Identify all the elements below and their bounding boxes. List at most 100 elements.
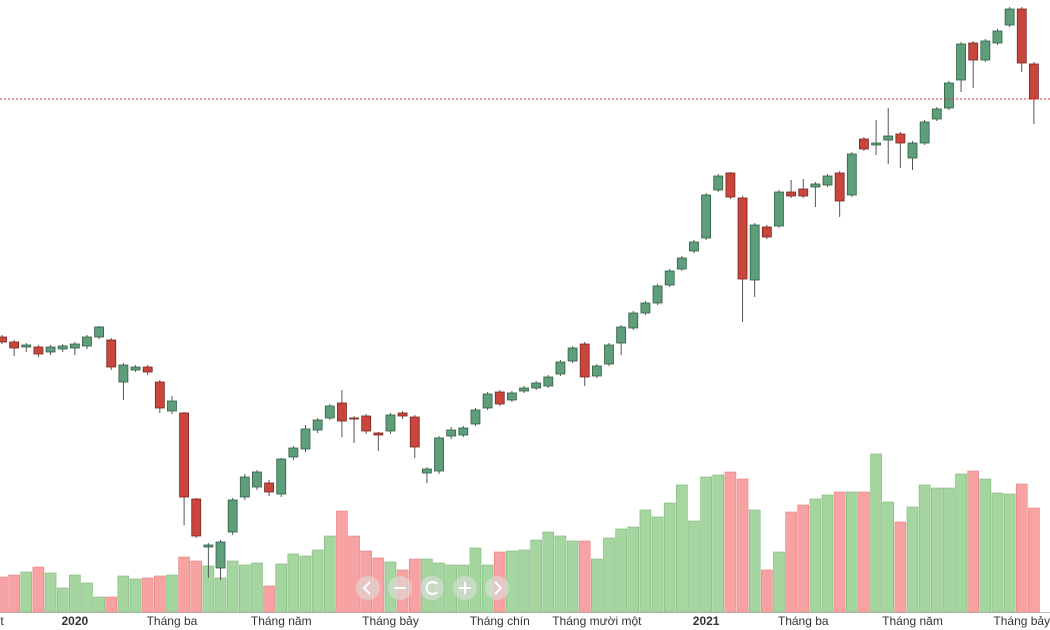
volume-bar [190, 560, 203, 613]
candle-body [531, 382, 542, 389]
candle-body [409, 416, 420, 448]
volume-bar [676, 484, 688, 613]
volume-bar [1003, 493, 1016, 613]
candle-body [506, 392, 517, 401]
candle-body [397, 412, 408, 417]
candle-body [798, 188, 809, 197]
volume-bar [0, 576, 8, 613]
volume-bar [69, 574, 81, 613]
volume-bar [323, 535, 336, 613]
volume-bar [748, 509, 761, 613]
candle-body [458, 427, 469, 436]
volume-bar [603, 537, 615, 613]
volume-bar [178, 556, 190, 613]
candle-body [1029, 63, 1039, 100]
x-tick-label: 2021 [693, 614, 720, 628]
volume-bar [724, 471, 737, 613]
candle-body [288, 447, 299, 458]
volume-bar [566, 540, 579, 613]
navigation [356, 576, 509, 600]
candle-body [0, 336, 7, 343]
candle-body [9, 341, 20, 349]
candle-body [604, 344, 614, 365]
volume-bar [809, 498, 822, 613]
candle-body [774, 191, 784, 227]
zoom-in-button[interactable] [453, 576, 477, 600]
candle-body [567, 347, 578, 362]
candle-body [628, 312, 639, 329]
candle-body [154, 381, 165, 409]
candle-body [786, 191, 796, 197]
volume-bar [906, 506, 919, 613]
candle-body [664, 270, 675, 286]
volume-bar [821, 494, 834, 613]
reset-button[interactable] [420, 576, 444, 600]
candle-body [749, 224, 760, 281]
candle-body [640, 302, 651, 314]
volume-bar [894, 521, 907, 613]
candle-body [167, 400, 177, 412]
candle-body [252, 471, 262, 488]
candle-body [118, 364, 129, 383]
x-tick-label: Tháng ba [147, 614, 198, 628]
volume-bar [506, 550, 518, 613]
volume-bar [858, 491, 870, 613]
candle-body [482, 393, 493, 409]
candle-body [579, 343, 590, 378]
candle-body [142, 366, 153, 373]
volume-bar [263, 585, 275, 613]
candle-body [859, 138, 869, 150]
volume-bar [8, 574, 20, 613]
scroll-right-button[interactable] [485, 576, 509, 600]
volume-bar [845, 491, 858, 613]
volume-bar [518, 549, 530, 613]
volume-bar [870, 453, 882, 613]
volume-bar [627, 526, 640, 613]
volume-bar [117, 575, 130, 613]
volume-bar [785, 511, 797, 613]
candle-body [701, 194, 712, 239]
volume-bar [712, 474, 725, 613]
candle-body [543, 376, 554, 387]
volume-bar [761, 569, 773, 613]
candle-body [555, 361, 566, 375]
x-tick-label: t [0, 614, 4, 628]
volume-bar [591, 558, 603, 613]
candle-body [737, 197, 748, 280]
candle-body [944, 82, 954, 109]
candle-body [822, 175, 833, 186]
volume-bar [239, 564, 251, 613]
x-tick-label: Tháng ba [778, 614, 829, 628]
volume-bar [797, 504, 810, 613]
volume-bar [979, 478, 992, 613]
candle-body [94, 326, 105, 338]
volume-bar [833, 491, 846, 613]
candle-body [871, 142, 881, 146]
zoom-out-button[interactable] [388, 576, 412, 600]
candle-body [45, 346, 56, 353]
candle-body [676, 257, 687, 270]
candle-body [179, 412, 190, 498]
volume-bar [251, 562, 263, 613]
candle-body [956, 43, 966, 81]
candle-body [349, 417, 359, 420]
candle-body [215, 541, 226, 569]
candle-body [434, 437, 444, 472]
volume-bar [1028, 507, 1040, 613]
volume-bar [105, 596, 118, 613]
candle-body [883, 135, 894, 141]
scroll-left-button[interactable] [356, 576, 380, 600]
candle-body [227, 499, 238, 533]
candle-body [33, 346, 44, 355]
x-tick-label: Tháng bảy [362, 614, 419, 628]
candle-body [361, 415, 372, 432]
candle-body [385, 414, 396, 432]
candle-body [846, 153, 857, 196]
candle-body [82, 336, 92, 347]
candle-body [203, 544, 214, 548]
candle-body [264, 482, 274, 493]
candle-body [21, 344, 32, 348]
volume-bar [141, 577, 154, 613]
candle-body [106, 339, 117, 368]
